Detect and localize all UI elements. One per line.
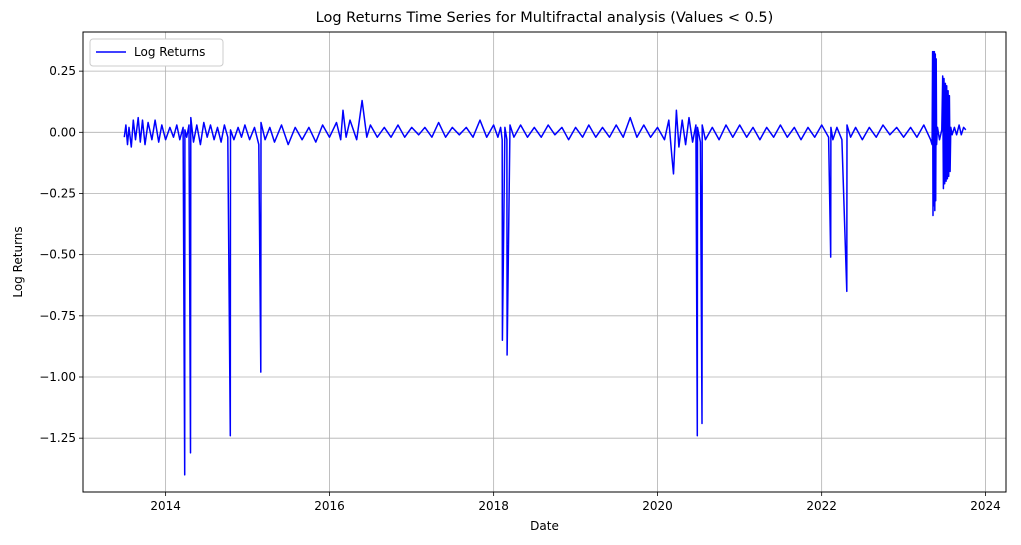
y-tick-label: −0.75 — [39, 309, 76, 323]
x-tick-label: 2018 — [478, 499, 509, 513]
y-tick-label: −0.50 — [39, 248, 76, 262]
y-tick-label: −1.00 — [39, 370, 76, 384]
y-tick-label: 0.00 — [49, 125, 76, 139]
legend-box — [89, 38, 224, 67]
series-line-log-returns — [123, 50, 967, 476]
series-layer — [123, 50, 967, 476]
plot-frame — [82, 31, 1007, 493]
y-axis-title: Log Returns — [11, 226, 25, 297]
x-axis-title: Date — [530, 519, 559, 533]
x-tick-label: 2022 — [806, 499, 837, 513]
y-tick-label: −0.25 — [39, 186, 76, 200]
y-tick-label: 0.25 — [49, 64, 76, 78]
chart-title: Log Returns Time Series for Multifractal… — [316, 10, 774, 26]
x-tick-label: 2014 — [150, 499, 181, 513]
x-tick-label: 2020 — [642, 499, 673, 513]
y-tick-label: −1.25 — [39, 431, 76, 445]
legend: Log Returns — [89, 38, 224, 67]
x-tick-label: 2024 — [970, 499, 1001, 513]
ticks: 2014 2016 2018 2020 2022 2024 0.25 0.00 −0.25 −0.… — [39, 64, 1001, 513]
legend-label: Log Returns — [134, 45, 205, 59]
x-tick-label: 2016 — [314, 499, 345, 513]
grid — [83, 32, 1006, 492]
